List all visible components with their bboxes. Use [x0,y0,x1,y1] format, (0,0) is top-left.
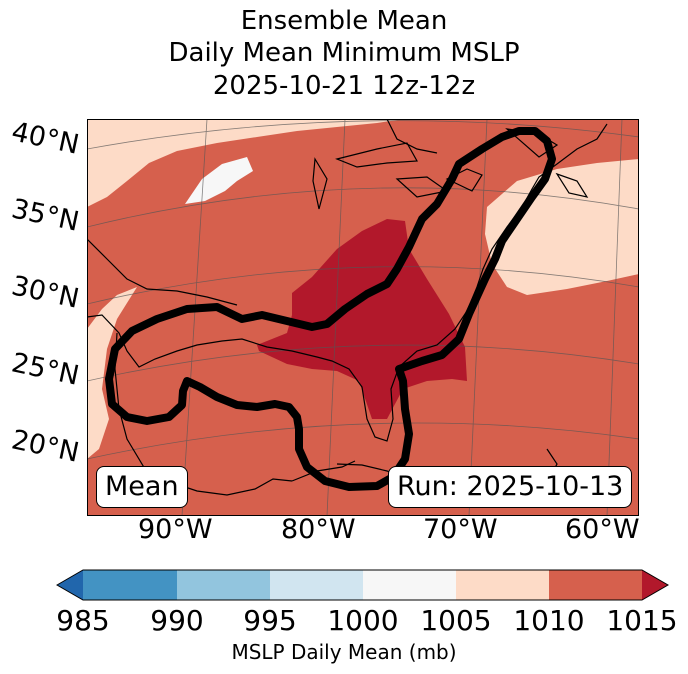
field-1005-1010-west [87,287,137,459]
colorbar-bin-above-1015 [642,570,668,600]
colorbar-bin-985-990 [83,570,177,600]
colorbar-bin-990-995 [177,570,270,600]
lon-label-80w: 80°W [281,514,356,545]
title-line-2: Daily Mean Minimum MSLP [168,38,520,68]
colorbar [55,569,670,601]
map-canvas [87,119,639,516]
field-1005-1010-northwest [87,119,405,207]
colorbar-tick-995: 995 [243,604,297,637]
colorbar-bin-1010-1015 [549,570,642,600]
colorbar-bin-1000-1005 [363,570,456,600]
colorbar-tick-1010: 1010 [513,604,585,637]
run-date-badge: Run: 2025-10-13 [388,466,633,508]
title-line-1: Ensemble Mean [240,6,448,36]
colorbar-outline [55,569,670,601]
field-1005-1010-northwest-2 [87,119,117,179]
map-panel [87,119,639,516]
colorbar-tick-1005: 1005 [420,604,492,637]
lon-label-90w: 90°W [138,514,213,545]
mode-badge: Mean [96,466,188,508]
colorbar-tick-1015: 1015 [606,604,678,637]
colorbar-bin-below-985 [57,570,83,600]
title-line-3: 2025-10-21 12z-12z [212,71,476,101]
colorbar-bin-1005-1010 [456,570,549,600]
pressure-contour [105,127,556,491]
lon-label-70w: 70°W [423,514,498,545]
colorbar-tick-1000: 1000 [327,604,399,637]
lat-label-20: 20°N [8,424,82,469]
lat-label-30: 30°N [8,270,82,315]
colorbar-tick-990: 990 [150,604,204,637]
lat-label-40: 40°N [8,116,82,161]
colorbar-label: MSLP Daily Mean (mb) [231,640,457,664]
field-above-1015-core [257,219,467,419]
colorbar-tick-985: 985 [56,604,110,637]
colorbar-bin-995-1000 [270,570,363,600]
graticule [87,119,639,516]
lat-label-35: 35°N [8,193,82,238]
lat-label-25: 25°N [8,347,82,392]
lon-label-60w: 60°W [565,514,640,545]
